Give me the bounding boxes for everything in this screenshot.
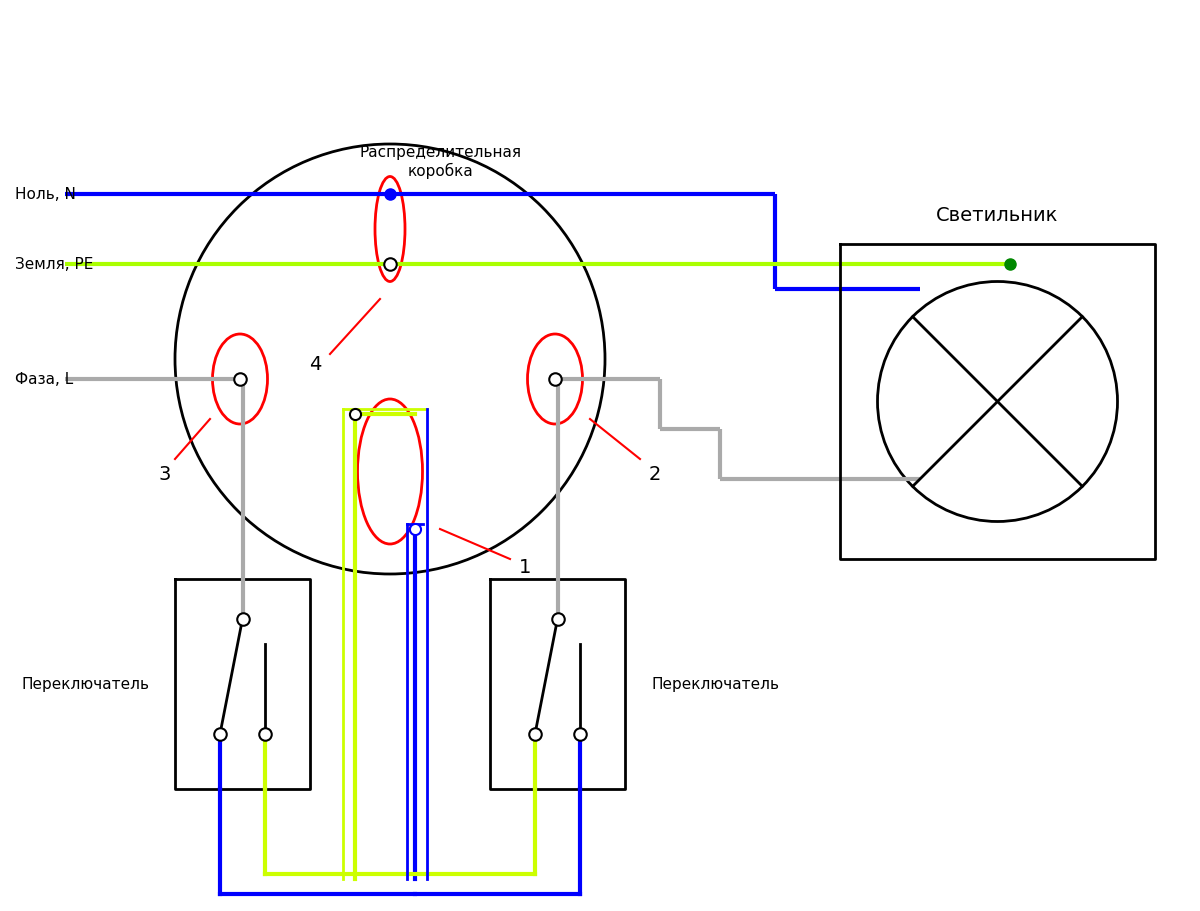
Text: 3: 3 <box>158 465 172 484</box>
Text: Светильник: Светильник <box>936 206 1058 225</box>
Text: Ноль, N: Ноль, N <box>16 188 76 202</box>
Text: 2: 2 <box>649 465 661 484</box>
Text: 4: 4 <box>308 355 322 374</box>
Text: Переключатель: Переключатель <box>652 677 779 691</box>
Text: Переключатель: Переключатель <box>22 677 149 691</box>
Text: Земля, PE: Земля, PE <box>16 257 94 272</box>
Text: 1: 1 <box>518 558 532 577</box>
Text: Фаза, L: Фаза, L <box>16 372 73 387</box>
Text: Распределительная
коробка: Распределительная коробка <box>359 145 521 179</box>
